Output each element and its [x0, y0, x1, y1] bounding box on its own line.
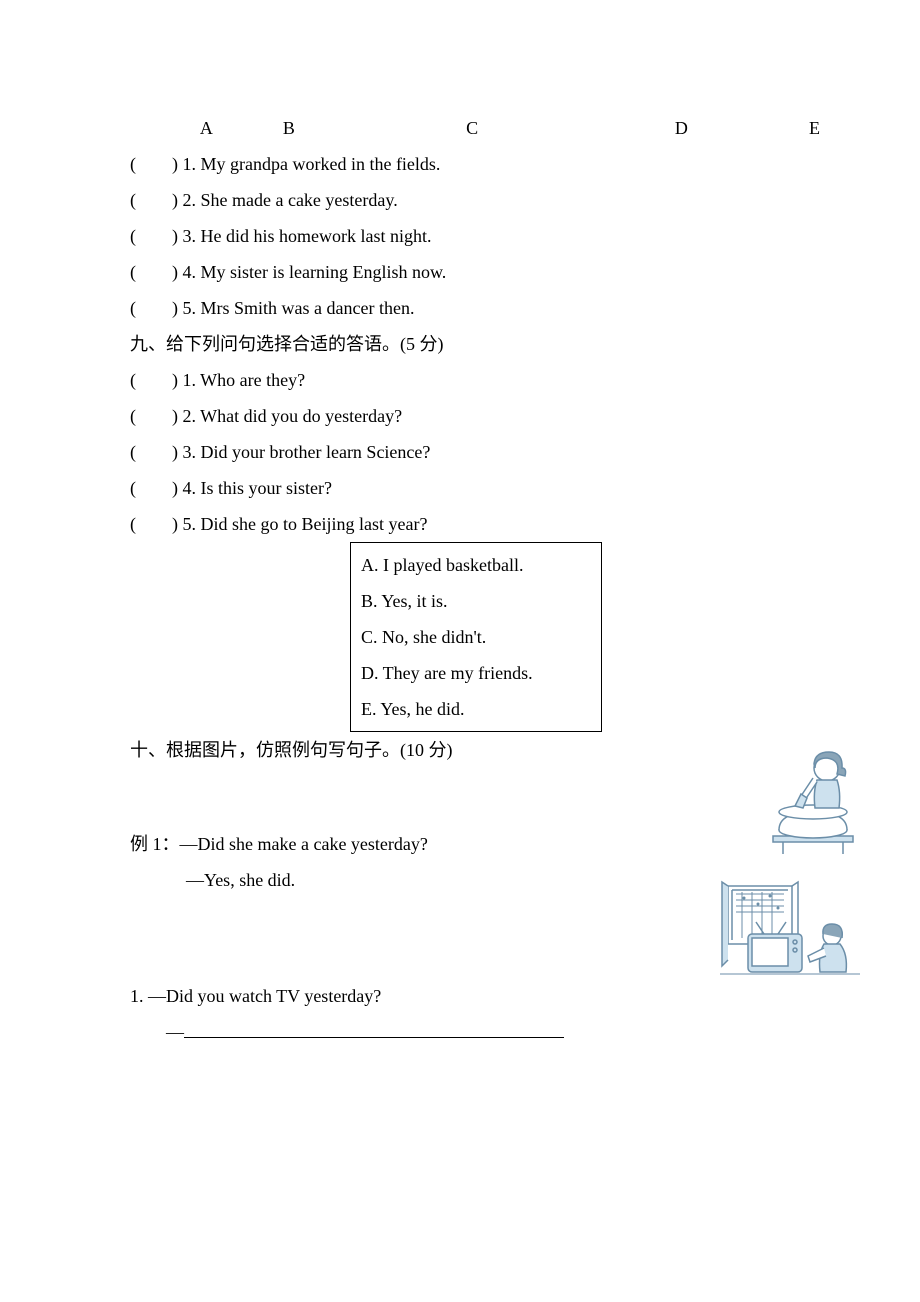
example1-block: 例 1：—Did she make a cake yesterday? —Yes… — [130, 776, 820, 898]
letter-row: A B C D E — [130, 110, 820, 146]
ans-a: A. I played basketball. — [361, 547, 591, 583]
s9-q4: ( ) 4. Is this your sister? — [130, 470, 820, 506]
example1-line2: —Yes, she did. — [130, 862, 820, 898]
s8-q1: ( ) 1. My grandpa worked in the fields. — [130, 146, 820, 182]
example1-line1: 例 1：—Did she make a cake yesterday? — [130, 826, 820, 862]
letter-e: E — [688, 110, 820, 146]
answer-box: A. I played basketball. B. Yes, it is. C… — [350, 542, 602, 732]
page-container: A B C D E ( ) 1. My grandpa worked in th… — [0, 0, 920, 1130]
q1-line1: 1. —Did you watch TV yesterday? — [130, 978, 820, 1014]
blank-line — [184, 1019, 564, 1038]
ex1-label: 例 1： — [130, 834, 180, 854]
ex1-q: —Did she make a cake yesterday? — [180, 834, 428, 854]
s9-q3: ( ) 3. Did your brother learn Science? — [130, 434, 820, 470]
section9-heading: 九、给下列问句选择合适的答语。(5 分) — [130, 326, 820, 362]
s8-q5: ( ) 5. Mrs Smith was a dancer then. — [130, 290, 820, 326]
tv-boy-illustration — [720, 878, 860, 978]
letter-b: B — [233, 110, 406, 146]
ans-b: B. Yes, it is. — [361, 583, 591, 619]
s9-q1: ( ) 1. Who are they? — [130, 362, 820, 398]
letter-d: D — [538, 110, 688, 146]
ans-d: D. They are my friends. — [361, 655, 591, 691]
section10-heading: 十、根据图片，仿照例句写句子。(10 分) — [130, 732, 820, 768]
q1-block: 1. —Did you watch TV yesterday? — — [130, 918, 820, 1050]
s8-q3: ( ) 3. He did his homework last night. — [130, 218, 820, 254]
s8-q4: ( ) 4. My sister is learning English now… — [130, 254, 820, 290]
ans-c: C. No, she didn't. — [361, 619, 591, 655]
s9-q2: ( ) 2. What did you do yesterday? — [130, 398, 820, 434]
q1-label: 1. — [130, 986, 148, 1006]
s9-q5: ( ) 5. Did she go to Beijing last year? — [130, 506, 820, 542]
letter-a: A — [180, 110, 233, 146]
cake-girl-illustration — [765, 746, 860, 856]
s8-q2: ( ) 2. She made a cake yesterday. — [130, 182, 820, 218]
letter-c: C — [406, 110, 538, 146]
q1-text: —Did you watch TV yesterday? — [148, 986, 381, 1006]
q1-answer-line: — — [130, 1014, 820, 1050]
ans-e: E. Yes, he did. — [361, 691, 591, 727]
q1-dash: — — [166, 1022, 184, 1042]
